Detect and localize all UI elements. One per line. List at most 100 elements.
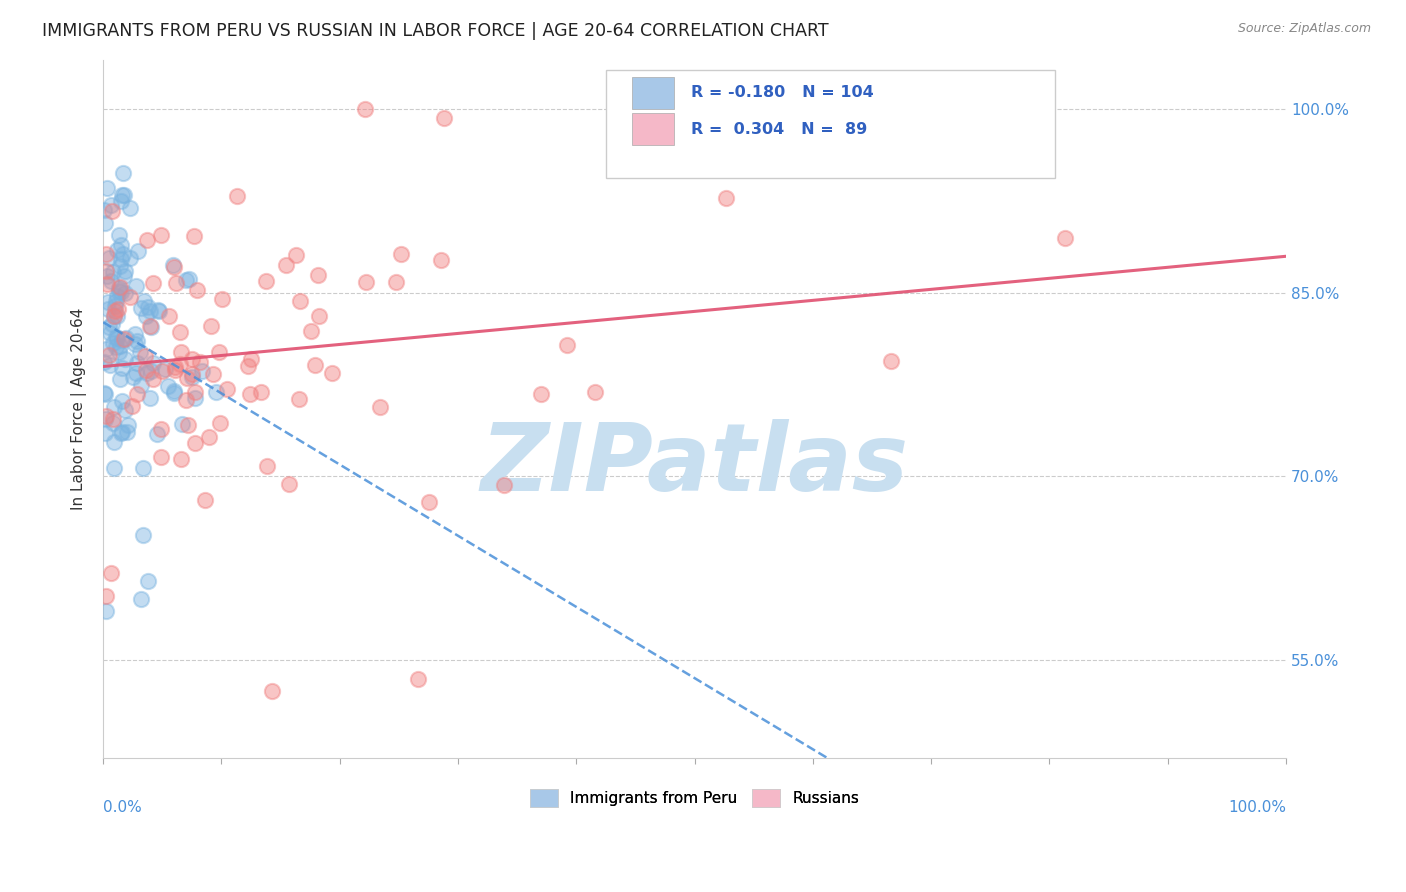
Point (165, 276, 187, 290)
Point (104, 299, 127, 313)
Point (105, 340, 128, 354)
Point (132, 461, 155, 475)
Point (117, 418, 139, 433)
Point (215, 382, 238, 396)
Point (583, 385, 606, 400)
Point (163, 260, 186, 274)
Point (111, 425, 134, 440)
Point (200, 318, 222, 333)
Point (150, 364, 173, 378)
Point (105, 309, 128, 323)
Point (238, 359, 260, 373)
Point (129, 378, 152, 392)
Point (125, 356, 148, 370)
Point (184, 392, 207, 406)
Point (103, 416, 125, 430)
Point (96, 409, 118, 424)
Point (170, 345, 193, 359)
Point (114, 351, 136, 366)
Point (180, 369, 202, 384)
Point (127, 244, 149, 258)
Point (288, 392, 311, 407)
Point (879, 354, 901, 368)
Point (256, 459, 278, 474)
Point (239, 387, 262, 401)
Point (174, 272, 197, 286)
Point (716, 146, 738, 161)
Point (172, 417, 194, 432)
Point (249, 384, 271, 399)
Point (239, 352, 262, 367)
Point (188, 354, 211, 368)
Point (101, 265, 124, 279)
Point (170, 451, 193, 466)
Point (406, 672, 429, 686)
Point (149, 228, 172, 243)
Point (163, 385, 186, 400)
Point (103, 309, 125, 323)
Point (276, 259, 298, 273)
Point (153, 361, 176, 376)
Point (354, 275, 377, 289)
Point (156, 379, 179, 393)
Point (114, 402, 136, 417)
Point (308, 268, 330, 282)
Point (108, 372, 131, 386)
Point (107, 301, 129, 316)
Point (97, 301, 120, 316)
Point (430, 253, 453, 268)
Point (108, 227, 131, 242)
Point (141, 364, 163, 378)
Point (121, 399, 143, 413)
Point (94, 216, 117, 230)
Point (174, 392, 197, 407)
Point (184, 435, 207, 450)
Point (110, 187, 132, 202)
Point (492, 478, 515, 492)
Point (146, 427, 169, 442)
Point (149, 450, 172, 464)
Point (181, 367, 204, 381)
Point (139, 391, 162, 405)
Point (384, 275, 406, 289)
Point (100, 198, 122, 212)
Point (530, 387, 553, 401)
Point (142, 371, 165, 385)
Point (96, 181, 118, 195)
Point (103, 309, 125, 323)
Point (120, 201, 142, 215)
Point (110, 238, 132, 252)
Point (135, 363, 157, 377)
Point (118, 252, 141, 266)
Point (110, 280, 132, 294)
Point (157, 310, 180, 324)
Point (112, 332, 135, 346)
Point (139, 304, 162, 318)
Point (103, 461, 125, 475)
Point (150, 422, 173, 436)
Text: 0.0%: 0.0% (103, 800, 142, 815)
Point (321, 367, 343, 381)
Point (125, 387, 148, 401)
Point (148, 304, 170, 318)
Point (368, 401, 391, 415)
Point (208, 345, 231, 359)
Point (108, 344, 131, 359)
Point (209, 416, 232, 430)
Point (134, 349, 156, 363)
Bar (631, 77, 675, 109)
Point (108, 284, 131, 298)
Point (418, 494, 440, 508)
Point (136, 366, 159, 380)
Point (165, 363, 187, 377)
Point (124, 327, 146, 342)
Point (183, 228, 205, 243)
Point (254, 273, 277, 287)
Point (191, 364, 214, 378)
Point (128, 345, 150, 359)
Point (555, 338, 578, 352)
Point (112, 268, 135, 283)
Point (135, 309, 157, 323)
Point (163, 384, 186, 398)
Point (176, 371, 198, 385)
